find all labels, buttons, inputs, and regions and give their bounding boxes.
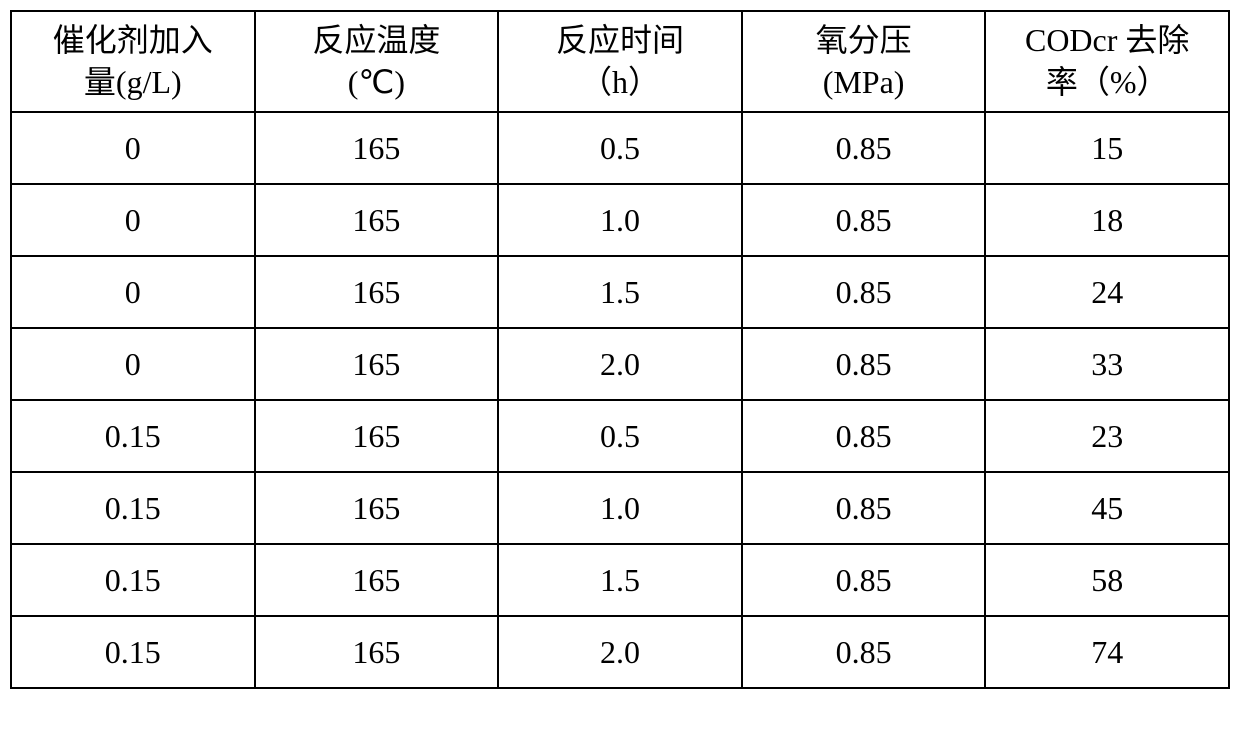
cell: 165 <box>255 328 499 400</box>
cell: 0 <box>11 256 255 328</box>
cell: 2.0 <box>498 616 742 688</box>
header-col-2: 反应时间 （h） <box>498 11 742 112</box>
cell: 0.15 <box>11 400 255 472</box>
header-text: （h） <box>503 62 737 104</box>
table-row: 0.15 165 0.5 0.85 23 <box>11 400 1229 472</box>
cell: 0.85 <box>742 544 986 616</box>
cell: 0 <box>11 112 255 184</box>
table-row: 0 165 1.5 0.85 24 <box>11 256 1229 328</box>
cell: 165 <box>255 472 499 544</box>
table-row: 0 165 2.0 0.85 33 <box>11 328 1229 400</box>
cell: 33 <box>985 328 1229 400</box>
table-row: 0.15 165 2.0 0.85 74 <box>11 616 1229 688</box>
cell: 0.85 <box>742 112 986 184</box>
cell: 0.15 <box>11 472 255 544</box>
header-text: 量(g/L) <box>16 62 250 104</box>
cell: 0.15 <box>11 544 255 616</box>
header-col-4: CODcr 去除 率（%） <box>985 11 1229 112</box>
cell: 0.85 <box>742 256 986 328</box>
cell: 165 <box>255 184 499 256</box>
cell: 0.5 <box>498 400 742 472</box>
header-row: 催化剂加入 量(g/L) 反应温度 (℃) 反应时间 （h） 氧分压 (MPa)… <box>11 11 1229 112</box>
cell: 0 <box>11 184 255 256</box>
header-text: (MPa) <box>747 62 981 104</box>
cell: 0.85 <box>742 616 986 688</box>
cell: 1.0 <box>498 472 742 544</box>
header-text: (℃) <box>260 62 494 104</box>
header-text: 反应温度 <box>260 20 494 62</box>
cell: 23 <box>985 400 1229 472</box>
header-text: 催化剂加入 <box>16 20 250 62</box>
table-body: 0 165 0.5 0.85 15 0 165 1.0 0.85 18 0 16… <box>11 112 1229 688</box>
cell: 165 <box>255 616 499 688</box>
header-col-3: 氧分压 (MPa) <box>742 11 986 112</box>
cell: 0.5 <box>498 112 742 184</box>
cell: 0.15 <box>11 616 255 688</box>
cell: 1.0 <box>498 184 742 256</box>
cell: 0.85 <box>742 400 986 472</box>
cell: 0.85 <box>742 184 986 256</box>
cell: 18 <box>985 184 1229 256</box>
table-row: 0.15 165 1.0 0.85 45 <box>11 472 1229 544</box>
header-text: 氧分压 <box>747 20 981 62</box>
header-col-1: 反应温度 (℃) <box>255 11 499 112</box>
table-row: 0 165 0.5 0.85 15 <box>11 112 1229 184</box>
header-text: 率（%） <box>990 62 1224 104</box>
header-text: CODcr 去除 <box>990 20 1224 62</box>
cell: 0 <box>11 328 255 400</box>
cell: 165 <box>255 256 499 328</box>
cell: 58 <box>985 544 1229 616</box>
cell: 1.5 <box>498 256 742 328</box>
header-col-0: 催化剂加入 量(g/L) <box>11 11 255 112</box>
cell: 0.85 <box>742 328 986 400</box>
table-row: 0 165 1.0 0.85 18 <box>11 184 1229 256</box>
header-text: 反应时间 <box>503 20 737 62</box>
cell: 165 <box>255 112 499 184</box>
cell: 165 <box>255 400 499 472</box>
table-header: 催化剂加入 量(g/L) 反应温度 (℃) 反应时间 （h） 氧分压 (MPa)… <box>11 11 1229 112</box>
cell: 24 <box>985 256 1229 328</box>
cell: 0.85 <box>742 472 986 544</box>
data-table: 催化剂加入 量(g/L) 反应温度 (℃) 反应时间 （h） 氧分压 (MPa)… <box>10 10 1230 689</box>
cell: 15 <box>985 112 1229 184</box>
cell: 74 <box>985 616 1229 688</box>
table-row: 0.15 165 1.5 0.85 58 <box>11 544 1229 616</box>
cell: 1.5 <box>498 544 742 616</box>
cell: 2.0 <box>498 328 742 400</box>
cell: 165 <box>255 544 499 616</box>
cell: 45 <box>985 472 1229 544</box>
